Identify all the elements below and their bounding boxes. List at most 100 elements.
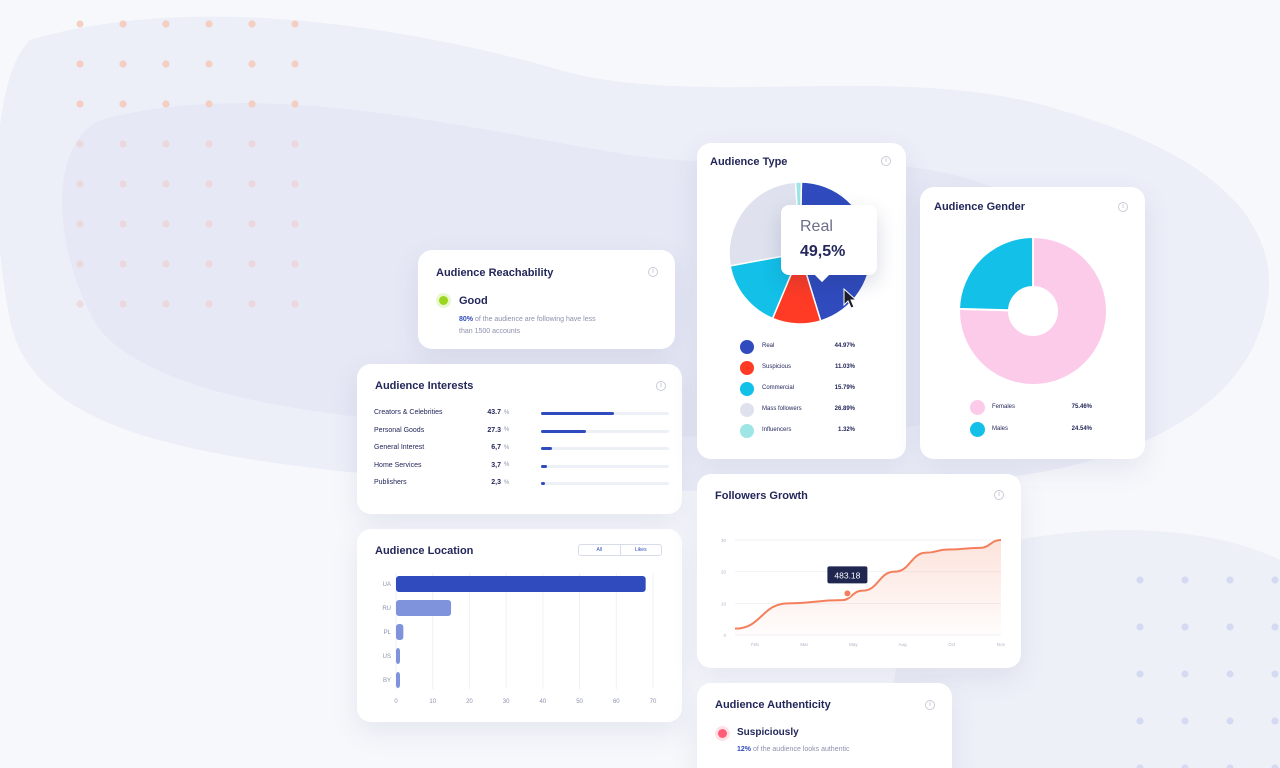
location-bar: [396, 672, 400, 688]
location-bar: [396, 624, 404, 640]
background-dot: [248, 20, 256, 28]
interest-unit: %: [504, 444, 510, 451]
gender-donut-chart: [958, 235, 1108, 386]
reachability-title: Audience Reachability: [436, 267, 554, 279]
background-dot: [205, 180, 213, 188]
authenticity-status: Suspiciously: [737, 727, 799, 738]
background-dot: [248, 260, 256, 268]
x-tick-label: Nov: [997, 642, 1006, 647]
background-dot: [1271, 576, 1279, 584]
audience-type-card: Audience Type i Real 49,5% Real 44.97% Sus…: [697, 143, 906, 459]
background-dot: [1181, 623, 1189, 631]
info-icon[interactable]: i: [994, 490, 1004, 500]
interest-label: Personal Goods: [374, 426, 425, 434]
background-dot: [205, 140, 213, 148]
interest-bar-track: [541, 412, 669, 415]
background-dot: [1226, 717, 1234, 725]
background-dot: [119, 260, 127, 268]
donut-slice: [958, 235, 1108, 386]
interests-card: Audience Interests i Creators & Celebrit…: [357, 364, 682, 514]
interest-value: 2,3: [491, 479, 501, 486]
y-tick-label: 20: [721, 570, 727, 575]
legend-label: Suspicious: [762, 364, 792, 370]
location-bar-chart: 0 10 20 30 40 50 60 70 UA RU PL US BY: [382, 573, 657, 705]
authenticity-title: Audience Authenticity: [715, 699, 831, 711]
interest-bar-fill: [541, 482, 545, 485]
background-dot: [291, 100, 299, 108]
background-dot: [119, 220, 127, 228]
background-dot: [76, 260, 84, 268]
interest-value: 27.3: [487, 426, 501, 434]
legend-label: Real: [762, 343, 775, 349]
legend-swatch: [740, 361, 754, 375]
background-dot: [248, 60, 256, 68]
background-dot: [162, 180, 170, 188]
background-dot: [1271, 670, 1279, 678]
legend-value: 1.32%: [837, 427, 855, 433]
info-icon[interactable]: i: [1118, 202, 1128, 212]
red-dot-icon: [715, 726, 730, 741]
background-dot: [291, 20, 299, 28]
followers-growth-line-chart: 0 10 20 30 Feb Mar May Aug Oct Nov 483.18: [721, 538, 1006, 647]
background-dot: [119, 20, 127, 28]
legend-swatch: [740, 403, 754, 417]
background-dot: [1136, 670, 1144, 678]
authenticity-highlight: 12%: [737, 746, 752, 753]
background-dot: [1271, 717, 1279, 725]
y-tick-label: 30: [721, 538, 727, 543]
x-tick-label: Oct: [948, 642, 956, 647]
background-dot: [1181, 764, 1189, 768]
background-dot: [291, 260, 299, 268]
background-dot: [291, 140, 299, 148]
x-tick-label: 30: [503, 699, 510, 705]
reachability-highlight: 80%: [459, 316, 474, 323]
cursor-icon: [843, 288, 858, 309]
green-dot-icon: [436, 293, 451, 308]
interest-bar-fill: [541, 447, 553, 450]
background-dot: [76, 300, 84, 308]
background-dot: [1181, 717, 1189, 725]
legend-swatch: [740, 424, 754, 438]
background-dot: [162, 140, 170, 148]
background-dot: [248, 180, 256, 188]
background-dot: [1136, 623, 1144, 631]
reachability-description: 80% of the audience are following have l…: [459, 314, 596, 338]
authenticity-desc: of the audience looks authentic: [751, 746, 850, 753]
background-dot: [119, 300, 127, 308]
interest-unit: %: [504, 409, 510, 416]
y-tick-label: 0: [723, 633, 726, 638]
interest-bar-track: [541, 429, 669, 433]
background-dot: [291, 60, 299, 68]
toggle-likes[interactable]: Likes: [634, 547, 647, 553]
interest-bar-fill: [541, 429, 587, 433]
info-icon[interactable]: i: [656, 381, 666, 391]
background-dot: [1226, 764, 1234, 768]
x-tick-label: 40: [540, 699, 547, 705]
info-icon[interactable]: i: [881, 156, 891, 166]
legend-value: 26.89%: [834, 406, 855, 412]
legend-value: 15.79%: [834, 385, 855, 391]
background-dot: [162, 220, 170, 228]
legend-swatch: [740, 340, 754, 354]
info-icon[interactable]: i: [925, 700, 935, 710]
location-card: Audience Location All Likes 0 10 20 30 40 50 6…: [357, 529, 682, 722]
interest-value: 3,7: [491, 461, 501, 469]
location-bar: [396, 576, 646, 592]
background-dot: [119, 100, 127, 108]
toggle-all[interactable]: All: [579, 545, 621, 555]
background-dot: [291, 220, 299, 228]
legend-value: 75.46%: [1071, 404, 1092, 410]
background-dot: [162, 60, 170, 68]
info-icon[interactable]: i: [648, 267, 658, 277]
background-dot: [205, 100, 213, 108]
interest-bar-track: [541, 464, 669, 468]
reachability-status: Good: [459, 295, 488, 307]
legend-label: Influencers: [762, 427, 792, 433]
dot-grid-decoration: [76, 20, 299, 308]
highlight-point: [843, 589, 852, 598]
background-dot: [1226, 670, 1234, 678]
background-dot: [291, 180, 299, 188]
x-tick-label: 20: [466, 699, 473, 705]
background-dot: [205, 300, 213, 308]
legend-label: Commercial: [762, 385, 795, 391]
